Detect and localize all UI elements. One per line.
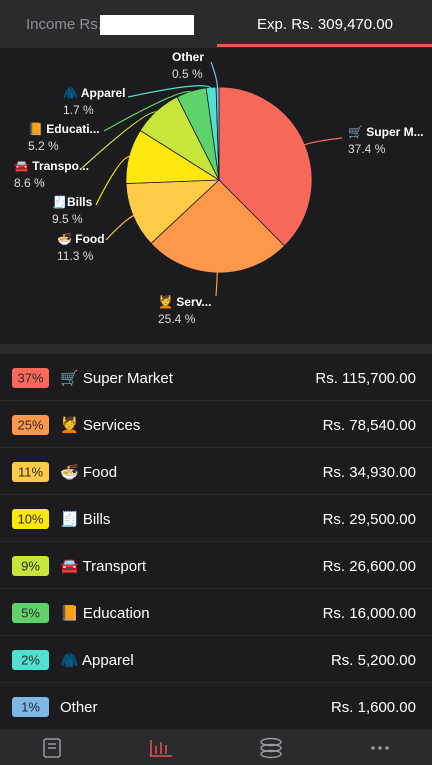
percent-badge xyxy=(12,509,49,529)
percent-badge xyxy=(12,368,49,388)
slice-label: 🧥 Apparel xyxy=(63,86,126,100)
redaction xyxy=(100,15,194,35)
nav-more[interactable] xyxy=(371,746,389,750)
slice-label: 📙 Educati... xyxy=(28,122,100,136)
slice-label: 🚘 Transpo... xyxy=(14,159,89,173)
category-name: 🧥 Apparel xyxy=(60,652,134,669)
leader-line xyxy=(103,90,193,132)
leader-line xyxy=(127,85,212,98)
slice-percent: 8.6 % xyxy=(14,176,45,190)
category-amount: Rs. 115,700.00 xyxy=(315,370,416,387)
slice-label: 🛒 Super M... xyxy=(348,125,424,139)
nav-stats[interactable] xyxy=(150,740,172,757)
leader-line xyxy=(105,214,136,241)
leader-line xyxy=(215,270,218,297)
list-row xyxy=(0,448,432,495)
income-tab[interactable]: Income Rs. xyxy=(26,16,102,33)
slice-percent: 9.5 % xyxy=(52,212,83,226)
percent-badge xyxy=(12,697,49,717)
active-tab-indicator xyxy=(217,44,432,47)
slice-label: 🍜 Food xyxy=(57,232,105,246)
list-row xyxy=(0,589,432,636)
category-name: 📙 Education xyxy=(60,604,150,622)
list-row xyxy=(0,354,432,401)
percent-text: 11% xyxy=(18,464,43,479)
category-amount: Rs. 29,500.00 xyxy=(323,511,416,528)
nav-accounts[interactable] xyxy=(260,737,282,759)
divider xyxy=(0,344,432,354)
category-list: 37% 🛒 Super Market Rs. 115,700.00 25% 💆 Serv… xyxy=(0,354,432,731)
percent-text: 2% xyxy=(21,652,40,667)
slice-percent: 25.4 % xyxy=(158,312,196,326)
percent-text: 5% xyxy=(21,605,40,620)
slice-percent: 0.5 % xyxy=(172,67,203,81)
tab-bar-top xyxy=(0,0,432,48)
expense-tab[interactable]: Exp. Rs. 309,470.00 xyxy=(257,16,393,33)
category-name: Other xyxy=(60,699,98,716)
leader-line xyxy=(81,111,159,169)
slice-percent: 1.7 % xyxy=(63,103,94,117)
category-name: 🍜 Food xyxy=(60,463,117,481)
slice-percent: 5.2 % xyxy=(28,139,59,153)
list-row xyxy=(0,495,432,542)
slice-percent: 11.3 % xyxy=(57,249,94,263)
percent-badge xyxy=(12,415,49,435)
percent-badge xyxy=(12,556,49,576)
percent-badge xyxy=(12,462,49,482)
slice-label: Other xyxy=(172,50,204,64)
bottom-nav xyxy=(0,731,432,765)
category-name: 🧾 Bills xyxy=(60,510,110,528)
category-name: 🛒 Super Market xyxy=(60,369,174,387)
slice-percent: 37.4 % xyxy=(348,142,386,156)
category-amount: Rs. 34,930.00 xyxy=(323,464,416,481)
percent-text: 10% xyxy=(17,511,43,526)
leader-line xyxy=(302,137,343,146)
list-row xyxy=(0,636,432,683)
slice-label: 🧾Bills xyxy=(52,195,93,209)
percent-text: 37% xyxy=(17,370,43,385)
percent-badge xyxy=(12,650,49,670)
category-amount: Rs. 16,000.00 xyxy=(323,605,416,622)
leader-line xyxy=(210,61,219,90)
percent-text: 9% xyxy=(21,558,40,573)
leader-line xyxy=(95,155,132,206)
category-amount: Rs. 5,200.00 xyxy=(331,652,416,669)
percent-text: 25% xyxy=(17,417,43,432)
slice-label: 💆 Serv... xyxy=(158,294,211,309)
list-row xyxy=(0,542,432,589)
percent-badge xyxy=(12,603,49,623)
nav-book[interactable] xyxy=(43,738,61,758)
percent-text: 1% xyxy=(21,699,40,714)
pie-chart: 🛒 Super M... 37.4 % 💆 Serv... 25.4 % 🍜 Food 1… xyxy=(14,50,424,326)
list-row xyxy=(0,401,432,448)
category-amount: Rs. 26,600.00 xyxy=(323,558,416,575)
category-name: 💆 Services xyxy=(60,415,140,434)
category-name: 🚘 Transport xyxy=(60,558,147,575)
category-amount: Rs. 1,600.00 xyxy=(331,699,416,716)
category-amount: Rs. 78,540.00 xyxy=(323,417,416,434)
list-row xyxy=(0,683,432,730)
